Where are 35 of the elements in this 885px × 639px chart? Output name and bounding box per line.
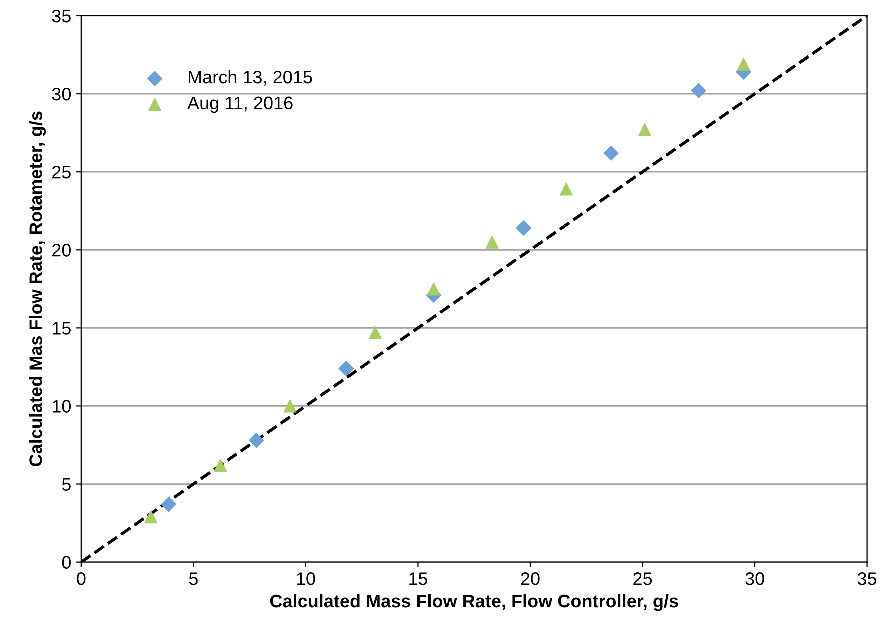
point [161,496,177,512]
y-tick-label: 10 [52,400,71,413]
point [737,58,750,71]
x-tick-label: 10 [297,572,316,586]
y-tick-label: 0 [62,556,71,570]
point [338,361,354,376]
x-tick-label: 5 [189,572,198,586]
point [691,83,707,99]
point [604,146,619,161]
x-tick-label: 15 [410,572,428,586]
y-tick-label: 5 [62,478,71,491]
y-tick-label: 25 [52,166,71,179]
x-tick-label: 0 [77,572,86,586]
point [214,458,228,472]
y-tick-label: 20 [52,244,71,257]
legend-label: Aug 11, 2016 [188,96,293,114]
y-tick-label: 30 [52,88,71,101]
x-tick-label: 30 [746,572,764,586]
point [560,182,573,196]
point [248,432,264,448]
point [516,220,532,236]
x-tick-label: 35 [858,572,877,586]
point [369,326,382,340]
point [486,236,499,249]
x-tick-label: 25 [634,572,652,586]
legend-label: March 13, 2015 [189,70,312,86]
point [638,123,652,136]
y-axis-title: Calculated Mas Flow Rate, Rotameter, g/s [29,112,46,466]
y-tick-label: 15 [52,322,71,335]
point [427,282,441,296]
point [284,400,297,413]
x-axis-title: Calculated Mass Flow Rate, Flow Controller, g/s [270,594,678,612]
x-tick-label: 20 [521,572,540,586]
point [144,510,158,524]
y-tick-label: 35 [52,10,71,23]
